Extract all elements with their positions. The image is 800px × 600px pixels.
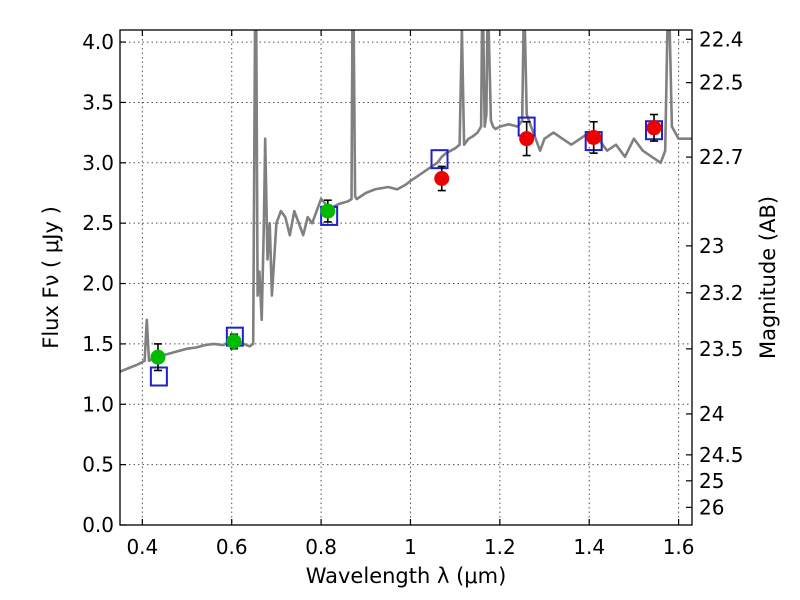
y2-tick-label: 26 bbox=[699, 495, 724, 519]
y-axis-title: Flux Fν ( μJy ) bbox=[39, 206, 63, 349]
grid-lines bbox=[120, 30, 692, 526]
plot-frame bbox=[119, 29, 693, 526]
photometry-point bbox=[646, 120, 662, 136]
photometry-point bbox=[434, 171, 450, 186]
x-tick-label: 0.8 bbox=[305, 535, 337, 559]
y-tick-label: 1.0 bbox=[82, 392, 114, 416]
y2-tick-label: 24.5 bbox=[699, 443, 744, 467]
photometry-points bbox=[149, 113, 664, 387]
x-axis-title: Wavelength λ (μm) bbox=[306, 564, 507, 588]
y-tick-label: 2.5 bbox=[82, 211, 114, 235]
y-tick-label: 2.0 bbox=[82, 272, 114, 296]
x-tick-label: 1.4 bbox=[573, 535, 605, 559]
y2-axis-title: Magnitude (AB) bbox=[756, 196, 780, 359]
x-tick-label: 1.6 bbox=[663, 535, 695, 559]
y-tick-label: 4.0 bbox=[82, 30, 114, 54]
spectrum-series bbox=[120, 30, 692, 373]
photometry-point bbox=[519, 131, 535, 147]
y-tick-label: 3.0 bbox=[82, 151, 114, 175]
y2-tick-label: 22.5 bbox=[699, 71, 744, 95]
y-tick-label: 0.5 bbox=[82, 453, 114, 477]
model-band-square bbox=[149, 366, 168, 387]
x-tick-label: 0.4 bbox=[126, 535, 158, 559]
y2-tick-label: 25 bbox=[699, 469, 724, 493]
spectrum-line bbox=[120, 30, 692, 373]
photometry-point bbox=[320, 203, 336, 219]
x-tick-label: 1 bbox=[404, 535, 417, 559]
y2-tick-label: 22.4 bbox=[699, 27, 744, 51]
y2-tick-label: 23.2 bbox=[699, 281, 744, 305]
photometry-point bbox=[150, 349, 166, 365]
y-tick-label: 1.5 bbox=[82, 332, 114, 356]
x-tick-label: 1.2 bbox=[484, 535, 516, 559]
y2-tick-label: 22.7 bbox=[699, 145, 744, 169]
x-tick-label: 0.6 bbox=[216, 535, 248, 559]
axis-ticks: 0.4 0.6 0.8 1 1.2 1.4 1.6 0.0 0.5 1.0 1.5 2.0 2.5 3.0… bbox=[82, 27, 743, 559]
photometry-point bbox=[586, 129, 602, 145]
y-tick-label: 3.5 bbox=[82, 90, 114, 114]
y2-tick-label: 24 bbox=[699, 402, 724, 426]
photometry-point bbox=[226, 333, 242, 349]
y-tick-label: 0.0 bbox=[82, 513, 114, 537]
model-band-square bbox=[430, 149, 449, 170]
y2-tick-label: 23.5 bbox=[699, 337, 744, 361]
y2-tick-label: 23 bbox=[699, 234, 724, 258]
